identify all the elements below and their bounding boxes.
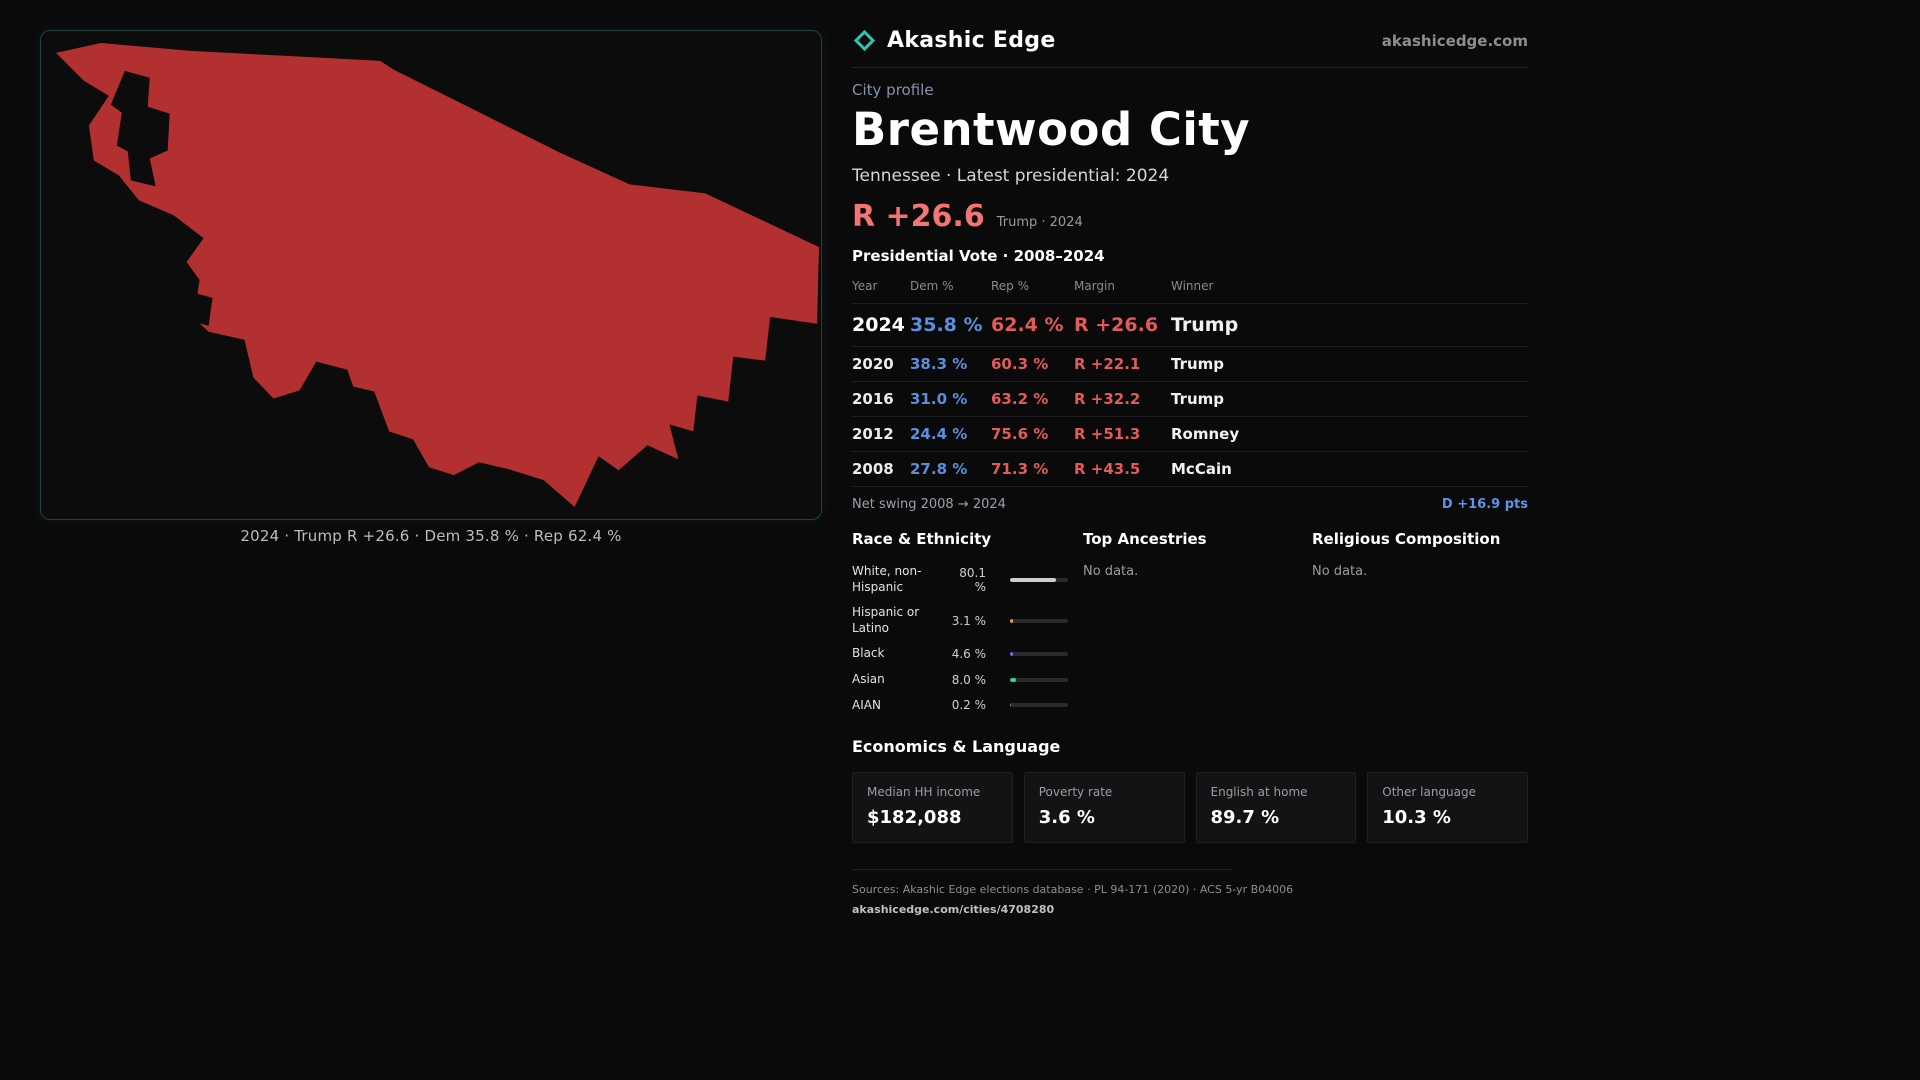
headline-stat: R +26.6 Trump · 2024 <box>852 199 1528 234</box>
kicker: City profile <box>852 81 934 99</box>
brand-name: Akashic Edge <box>887 28 1056 53</box>
race-bar <box>1010 618 1068 623</box>
brand-domain-link[interactable]: akashicedge.com <box>1381 31 1528 50</box>
top-ancestries-empty: No data. <box>1083 564 1139 579</box>
map-caption: 2024 · Trump R +26.6 · Dem 35.8 % · Rep … <box>240 527 622 545</box>
col-winner: Winner <box>1171 279 1214 293</box>
headline-context: Trump · 2024 <box>996 215 1083 230</box>
race-row: Hispanic or Latino 3.1 % <box>852 605 1068 636</box>
headline-margin: R +26.6 <box>852 199 985 234</box>
vote-table: Year Dem % Rep % Margin Winner 2024 35.8… <box>852 273 1528 520</box>
table-row: 2016 31.0 % 63.2 % R +32.2 Trump <box>852 381 1528 416</box>
city-boundary-map <box>55 42 820 508</box>
religion-empty: No data. <box>1312 564 1368 579</box>
footer-divider <box>852 869 1232 871</box>
vote-table-header: Year Dem % Rep % Margin Winner <box>852 273 1528 303</box>
race-bar <box>1010 652 1068 657</box>
sources-text: Sources: Akashic Edge elections database… <box>852 883 1294 897</box>
net-swing-label: Net swing 2008 → 2024 <box>852 497 1006 512</box>
race-bar <box>1010 703 1068 708</box>
race-bar <box>1010 577 1068 582</box>
city-map-panel <box>40 30 822 520</box>
profile-panel: Akashic Edge akashicedge.com City profil… <box>852 0 1528 916</box>
subtitle: Tennessee · Latest presidential: 2024 <box>852 166 1170 186</box>
top-ancestries-column: Top Ancestries No data. <box>1083 530 1297 723</box>
economics-title: Economics & Language <box>852 737 1061 757</box>
race-row: Asian 8.0 % <box>852 672 1068 688</box>
race-ethnicity-column: Race & Ethnicity White, non-Hispanic 80.… <box>852 530 1068 723</box>
col-year: Year <box>852 279 878 293</box>
race-row: Black 4.6 % <box>852 646 1068 662</box>
footer: Sources: Akashic Edge elections database… <box>852 869 1528 916</box>
permalink[interactable]: akashicedge.com/cities/4708280 <box>852 903 1055 917</box>
vote-table-title: Presidential Vote · 2008–2024 <box>852 247 1105 265</box>
economics-stats: Median HH income $182,088 Poverty rate 3… <box>852 772 1528 844</box>
stat-card: English at home 89.7 % <box>1195 772 1357 844</box>
col-rep: Rep % <box>991 279 1030 293</box>
city-hole-2 <box>186 291 213 326</box>
city-hole <box>110 70 170 187</box>
religion-column: Religious Composition No data. <box>1312 530 1528 723</box>
demographics-section: Race & Ethnicity White, non-Hispanic 80.… <box>852 530 1528 723</box>
race-ethnicity-title: Race & Ethnicity <box>852 530 992 548</box>
table-row: 2008 27.8 % 71.3 % R +43.5 McCain <box>852 451 1528 486</box>
race-row: White, non-Hispanic 80.1 % <box>852 564 1068 595</box>
col-margin: Margin <box>1074 279 1115 293</box>
stat-card: Other language 10.3 % <box>1367 772 1528 844</box>
page-title: Brentwood City <box>852 103 1251 156</box>
table-row: 2020 38.3 % 60.3 % R +22.1 Trump <box>852 346 1528 381</box>
stat-card: Poverty rate 3.6 % <box>1023 772 1185 844</box>
race-row: AIAN 0.2 % <box>852 698 1068 714</box>
race-bar <box>1010 677 1068 682</box>
brand-diamond-icon <box>853 29 876 52</box>
col-dem: Dem % <box>910 279 954 293</box>
table-row: 2012 24.4 % 75.6 % R +51.3 Romney <box>852 416 1528 451</box>
header: Akashic Edge akashicedge.com <box>852 0 1528 68</box>
net-swing-row: Net swing 2008 → 2024 D +16.9 pts <box>852 486 1528 520</box>
stat-card: Median HH income $182,088 <box>852 772 1013 844</box>
city-polygon <box>55 42 820 508</box>
religion-title: Religious Composition <box>1312 530 1501 548</box>
net-swing-value: D +16.9 pts <box>1441 497 1528 512</box>
table-row: 2024 35.8 % 62.4 % R +26.6 Trump <box>852 303 1528 346</box>
top-ancestries-title: Top Ancestries <box>1083 530 1207 548</box>
